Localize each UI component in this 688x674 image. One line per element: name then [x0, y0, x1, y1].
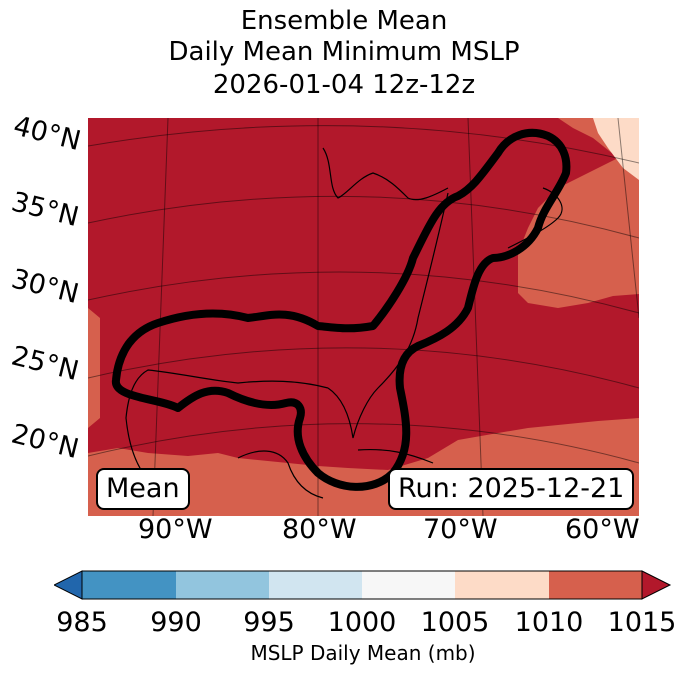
title-line-3: 2026-01-04 12z-12z	[212, 70, 476, 100]
lon-label-80: 80°W	[282, 514, 357, 545]
coastline-yucatan	[237, 450, 324, 499]
contour-outline	[112, 128, 571, 491]
coastline-east	[327, 192, 449, 439]
parallel-35	[87, 195, 640, 239]
field-light-peach	[593, 118, 639, 180]
colorbar-extend-high	[641, 570, 672, 600]
lon-label-90: 90°W	[138, 514, 213, 545]
colorbar-label: MSLP Daily Mean (mb)	[250, 641, 476, 665]
colorbar-extend-low	[54, 570, 83, 600]
coastline-gulf	[125, 369, 329, 474]
field-med-red-west	[88, 308, 100, 428]
graticule	[87, 117, 640, 517]
title-line-2: Daily Mean Minimum MSLP	[168, 37, 520, 67]
coastline-cuba	[357, 448, 434, 464]
lat-label-20: 20°N	[8, 418, 82, 466]
colorbar-segment-995	[269, 571, 362, 599]
meridian-90	[152, 117, 169, 517]
colorbar-tick-1010: 1010	[514, 607, 584, 638]
colorbar-segment-1000	[362, 571, 455, 599]
field-med-red-east	[518, 158, 639, 308]
parallel-25	[87, 347, 640, 389]
coastline-great-lakes	[322, 147, 449, 201]
colorbar-segment-1010	[549, 571, 642, 599]
parallel-20	[87, 423, 640, 464]
lon-label-70: 70°W	[423, 514, 498, 545]
lat-label-35: 35°N	[8, 186, 82, 234]
meridian-60	[617, 117, 640, 319]
colorbar-tick-990: 990	[150, 607, 202, 638]
lat-label-30: 30°N	[8, 263, 82, 311]
colorbar	[54, 570, 672, 600]
lat-label-40: 40°N	[10, 110, 84, 158]
lat-label-25: 25°N	[8, 340, 82, 388]
colorbar-tick-1005: 1005	[420, 607, 490, 638]
colorbar-tick-995: 995	[243, 607, 295, 638]
colorbar-segment-990	[176, 571, 269, 599]
map-panel	[87, 117, 640, 517]
colorbar-segment-1005	[455, 571, 549, 599]
colorbar-tick-1015: 1015	[607, 607, 677, 638]
mslp-map	[87, 117, 640, 517]
run-label: Run: 2025-12-21	[388, 468, 635, 510]
title-line-1: Ensemble Mean	[240, 6, 448, 36]
colorbar-frame	[81, 570, 643, 600]
colorbar-tick-985: 985	[56, 607, 108, 638]
parallel-30	[87, 271, 640, 314]
colorbar-tick-1000: 1000	[327, 607, 397, 638]
colorbar-segment-985	[82, 571, 176, 599]
mean-label: Mean	[96, 468, 190, 510]
lon-label-60: 60°W	[565, 514, 640, 545]
